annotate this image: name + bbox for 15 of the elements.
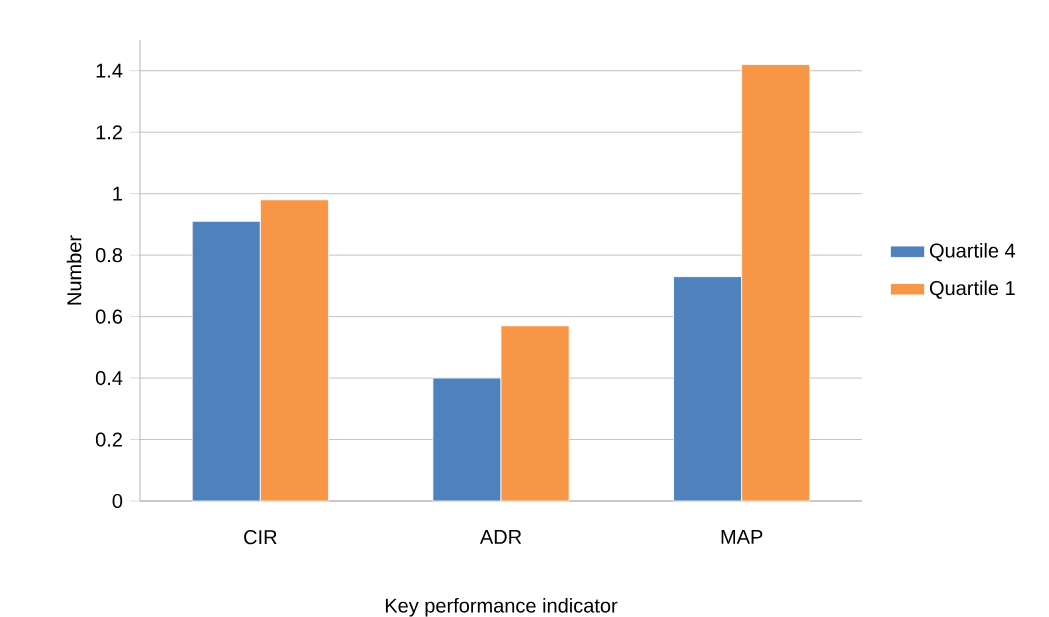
legend-label: Quartile 1 [929, 280, 1015, 299]
x-axis-title: Key performance indicator [385, 597, 618, 617]
y-tick-label: 0.2 [95, 432, 122, 447]
x-tick-label: MAP [721, 530, 763, 544]
x-tick-label: CIR [244, 530, 277, 545]
legend-label: Quartile 4 [929, 243, 1016, 262]
y-tick-label: 0.8 [95, 248, 123, 263]
y-tick-label: 1.2 [96, 125, 122, 140]
y-tick-label: 1 [113, 186, 122, 201]
y-tick-label: 1.4 [96, 63, 123, 78]
y-tick-label: 0 [112, 493, 123, 509]
y-tick-label: 0.6 [95, 309, 123, 324]
y-tick-label: 0.4 [95, 371, 123, 386]
y-axis-title: Number [66, 235, 82, 305]
x-tick-label: ADR [479, 530, 522, 544]
